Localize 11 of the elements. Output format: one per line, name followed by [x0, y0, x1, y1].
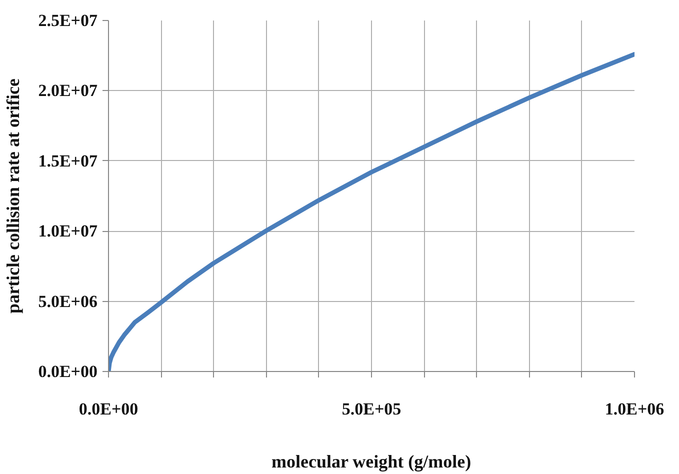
x-axis-title: molecular weight (g/mole) — [272, 452, 472, 472]
y-tick-label: 2.5E+07 — [38, 11, 98, 30]
y-axis-title: particle collision rate at orifice — [3, 78, 24, 314]
y-tick-label: 1.5E+07 — [38, 151, 98, 170]
y-tick-label: 5.0E+06 — [38, 292, 98, 311]
x-tick-label: 5.0E+05 — [342, 400, 402, 418]
y-tick-label: 0.0E+00 — [38, 362, 98, 381]
x-tick-label: 1.0E+06 — [604, 400, 664, 418]
y-tick-label: 1.0E+07 — [38, 222, 98, 241]
x-tick-label: 0.0E+00 — [78, 400, 138, 418]
y-tick-label: 2.0E+07 — [38, 81, 98, 100]
